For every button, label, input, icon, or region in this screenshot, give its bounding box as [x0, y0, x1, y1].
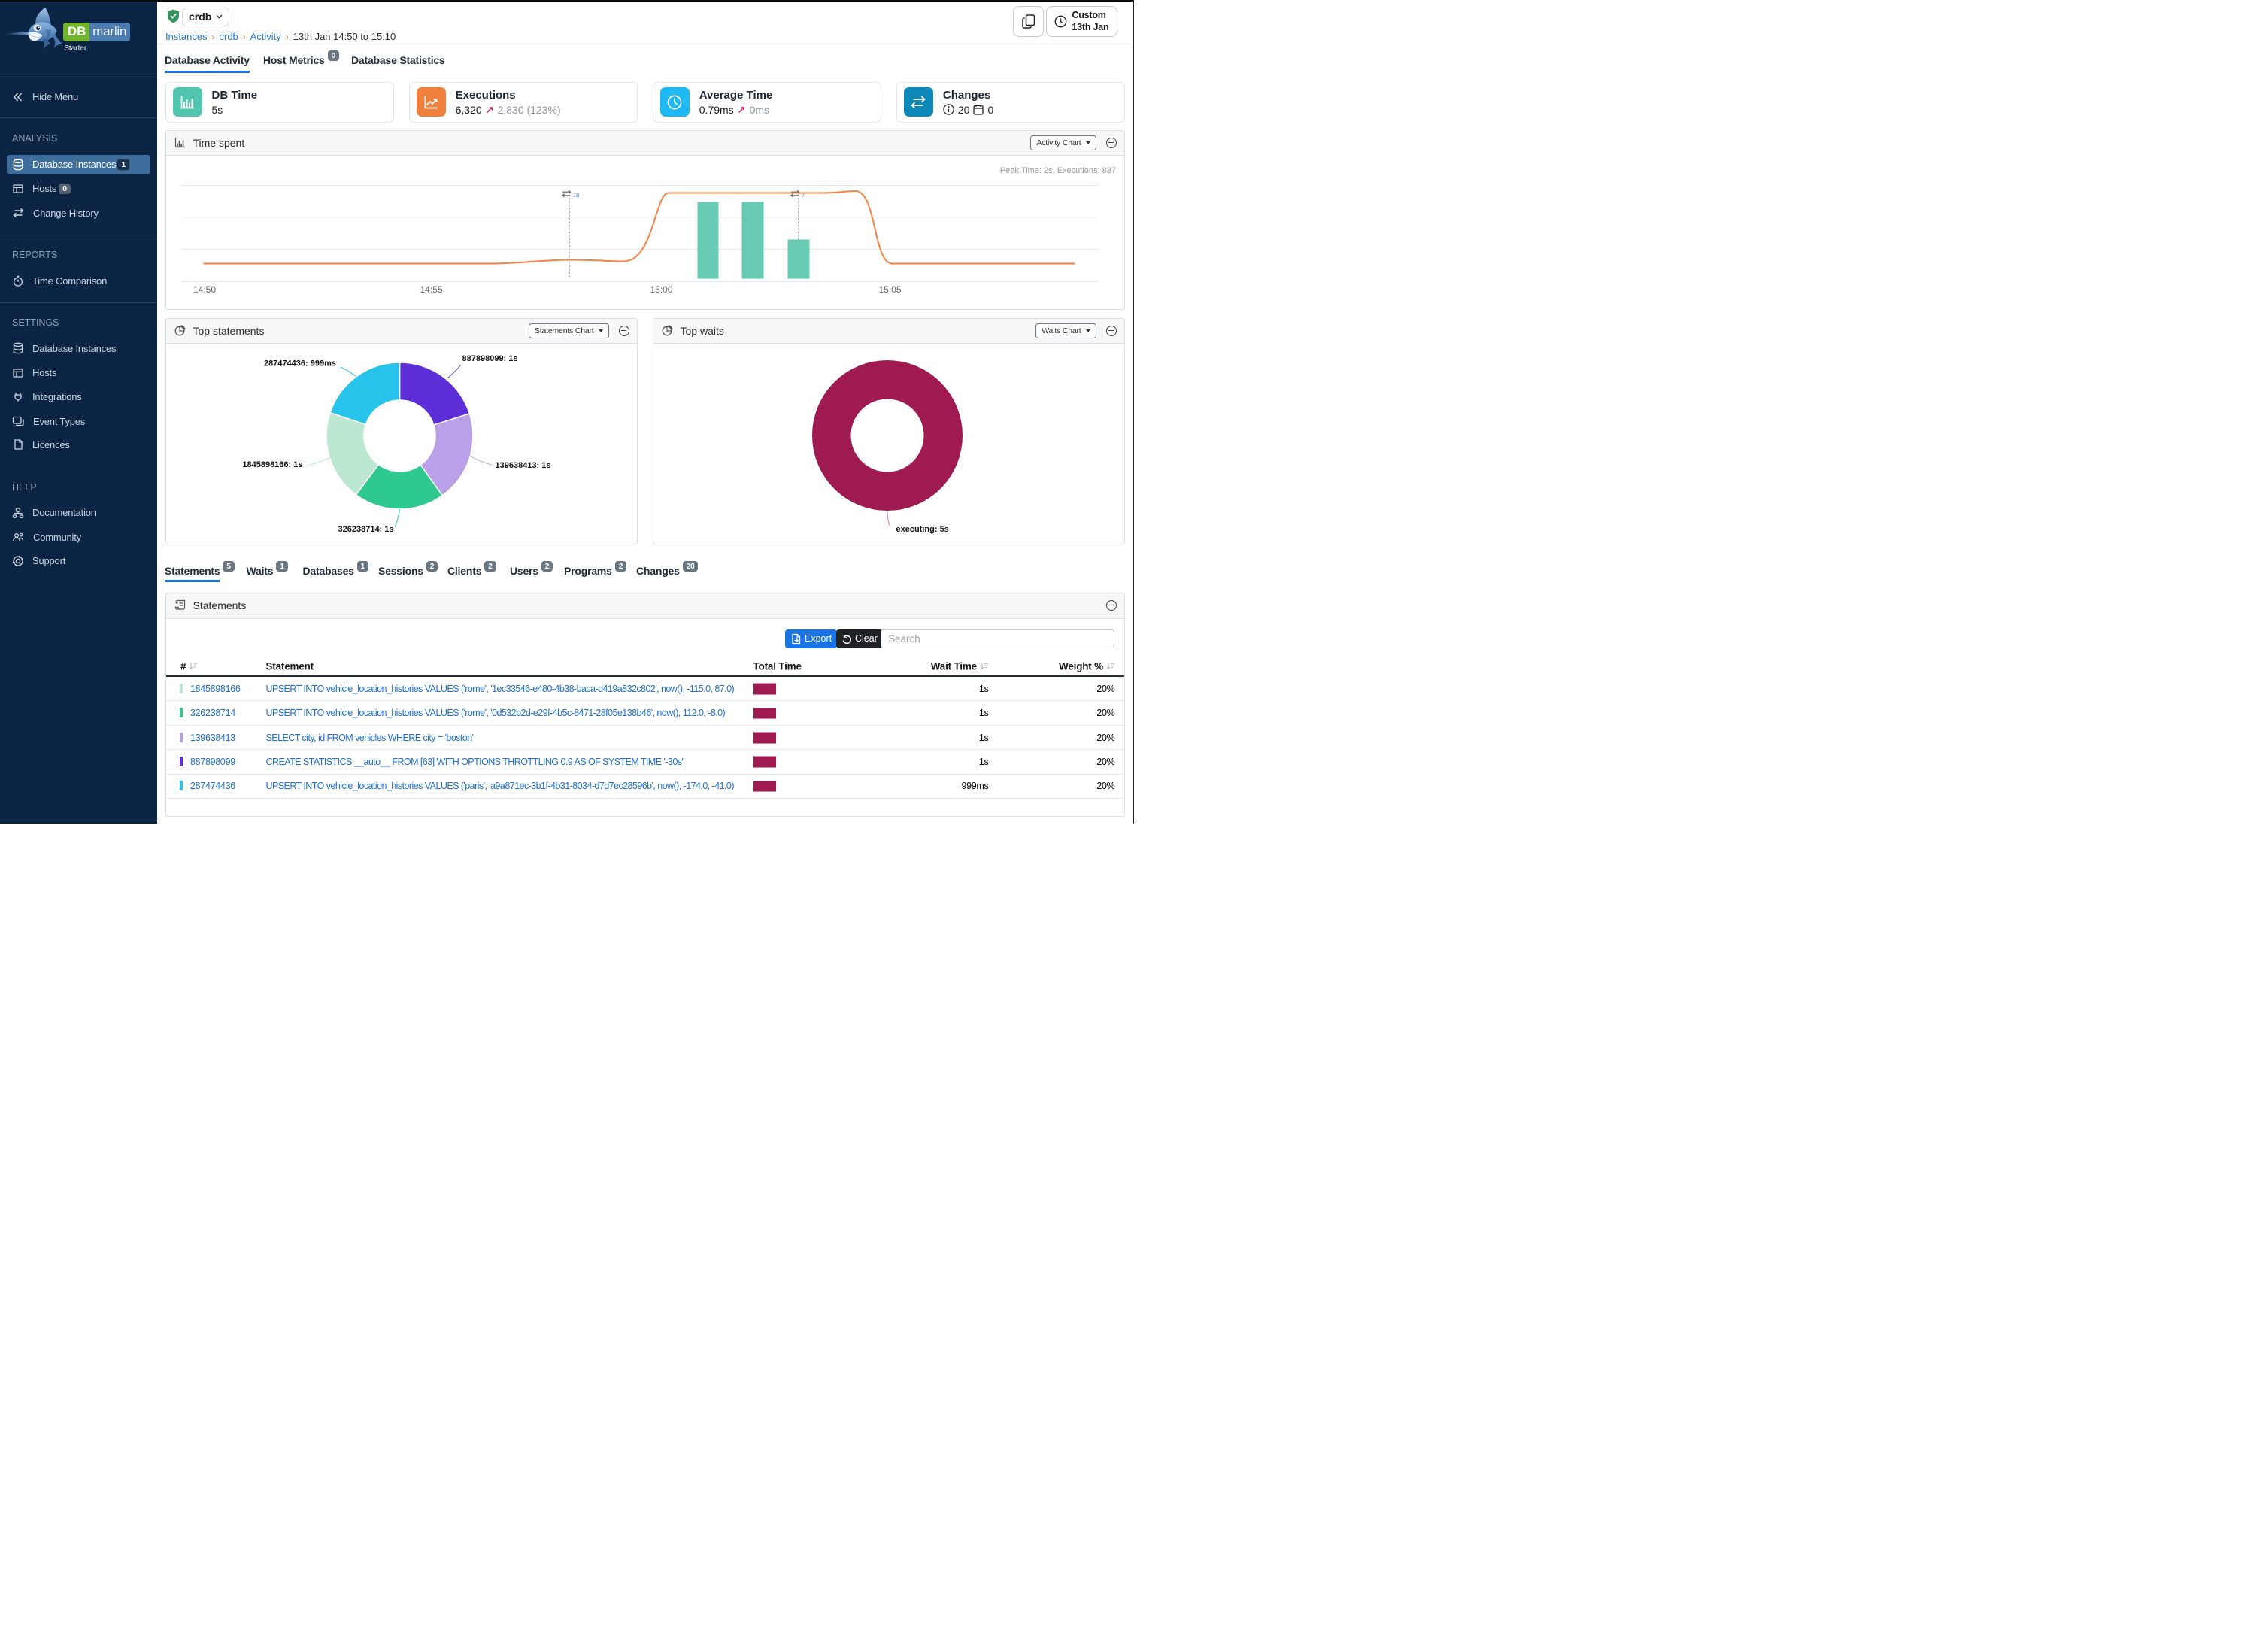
- svg-text:326238714: 1s: 326238714: 1s: [338, 525, 393, 534]
- svg-text:14:55: 14:55: [420, 284, 442, 295]
- svg-text:15:00: 15:00: [650, 284, 672, 295]
- svg-text:139638413: 1s: 139638413: 1s: [495, 461, 550, 470]
- svg-text:887898099: 1s: 887898099: 1s: [462, 354, 517, 363]
- svg-text:287474436: 999ms: 287474436: 999ms: [263, 359, 335, 369]
- svg-text:1845898166: 1s: 1845898166: 1s: [242, 460, 302, 469]
- svg-text:14:50: 14:50: [193, 284, 215, 295]
- svg-text:15:05: 15:05: [878, 284, 901, 295]
- svg-text:Peak Time: 2s, Executions: 837: Peak Time: 2s, Executions: 837: [999, 166, 1115, 175]
- svg-text:18: 18: [573, 192, 579, 199]
- svg-text:7: 7: [802, 192, 805, 199]
- svg-text:executing: 5s: executing: 5s: [896, 525, 948, 534]
